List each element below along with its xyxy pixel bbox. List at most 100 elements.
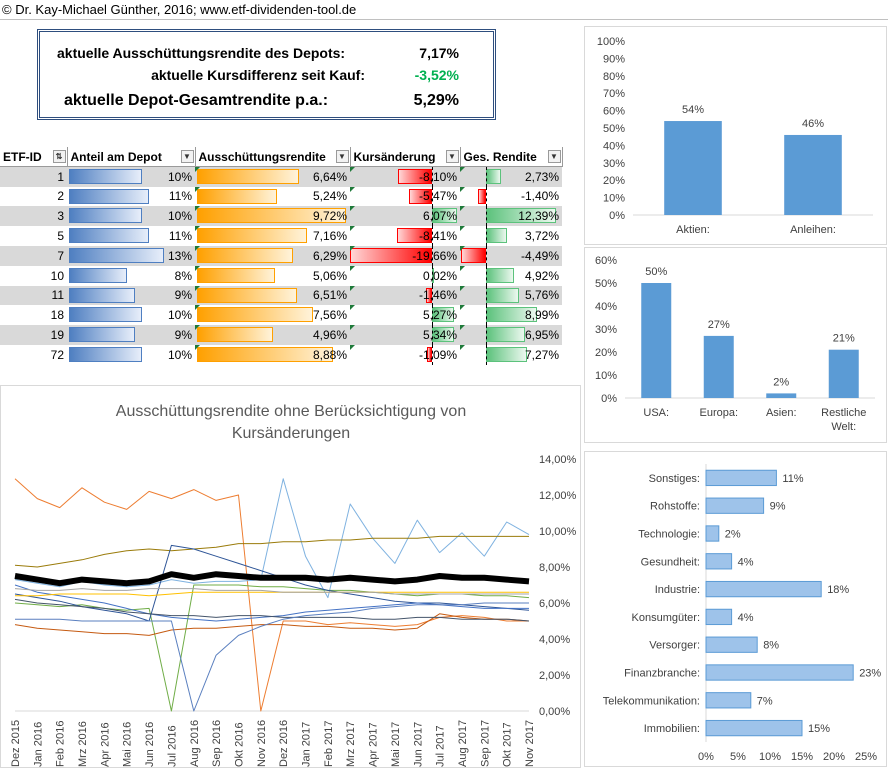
anteil-value: 10% xyxy=(167,308,192,323)
kurs-databar xyxy=(427,346,432,362)
kurs-value: -8,10% xyxy=(418,169,457,184)
kursaenderung-cell[interactable]: -8,41% xyxy=(350,226,460,247)
ges-rendite-cell[interactable]: -4,49% xyxy=(460,245,562,266)
divider xyxy=(0,19,888,20)
axis-line xyxy=(432,186,433,207)
etf-id-cell[interactable]: 10 xyxy=(0,266,67,286)
axis-line xyxy=(486,226,487,247)
bar xyxy=(705,664,854,681)
etf-id-cell[interactable]: 19 xyxy=(0,325,67,345)
anteil-cell[interactable]: 10% xyxy=(67,345,195,365)
y-tick-label: 12,00% xyxy=(539,490,577,502)
table-row[interactable]: 19 9% 4,96% 5,34% 6,95% xyxy=(0,325,562,346)
etf-id-cell[interactable]: 1 xyxy=(0,166,67,187)
filter-icon[interactable]: ▼ xyxy=(180,150,194,163)
x-tick-label: Apr 2017 xyxy=(368,722,380,767)
etf-id-cell[interactable]: 3 xyxy=(0,206,67,227)
kursdiff-value: -3,52% xyxy=(414,67,459,83)
data-label: 4% xyxy=(738,612,754,624)
ausschuettung-cell[interactable]: 7,16% xyxy=(195,226,350,246)
anteil-cell[interactable]: 8% xyxy=(67,266,195,286)
data-label: 2% xyxy=(773,376,789,388)
ausschuettung-cell[interactable]: 7,56% xyxy=(195,305,350,325)
kursaenderung-cell[interactable]: 0,02% xyxy=(350,265,460,286)
kursaenderung-cell[interactable]: -8,10% xyxy=(350,166,460,188)
dropdown-icon[interactable]: ▼ xyxy=(547,150,561,163)
ausschuettung-value: 6,64% xyxy=(312,169,347,184)
etf-id-cell[interactable]: 2 xyxy=(0,187,67,207)
category-label: Gesundheit: xyxy=(641,556,700,568)
table-row[interactable]: 2 11% 5,24% -5,47% -1,40% xyxy=(0,186,562,207)
series-line xyxy=(14,535,529,568)
table-row[interactable]: 18 10% 7,56% 5,27% 8,99% xyxy=(0,305,562,326)
table-row[interactable]: 10 8% 5,06% 0,02% 4,92% xyxy=(0,265,562,286)
kursaenderung-cell[interactable]: -19,66% xyxy=(350,245,460,266)
kursaenderung-cell[interactable]: 5,34% xyxy=(350,325,460,346)
ges-rendite-cell[interactable]: 8,99% xyxy=(460,305,562,326)
ausschuettung-cell[interactable]: 6,64% xyxy=(195,166,350,187)
kursaenderung-cell[interactable]: 6,07% xyxy=(350,206,460,227)
kurs-value: -8,41% xyxy=(418,229,457,244)
dropdown-icon[interactable]: ▼ xyxy=(445,150,459,163)
ges-rendite-cell[interactable]: 2,73% xyxy=(460,166,562,188)
ges-rendite-cell[interactable]: -1,40% xyxy=(460,186,562,207)
kursaenderung-cell[interactable]: -1,46% xyxy=(350,285,460,306)
ges-rendite-cell[interactable]: 6,95% xyxy=(460,325,562,346)
x-tick-label: Apr 2016 xyxy=(99,722,111,767)
table-row[interactable]: 72 10% 8,88% -1,09% 7,27% xyxy=(0,344,562,365)
ges-rendite-cell[interactable]: 3,72% xyxy=(460,226,562,247)
x-tick-label: Okt 2017 xyxy=(502,722,514,767)
sort-filter-icon[interactable]: ⇅ xyxy=(52,150,66,163)
ausschuettung-cell[interactable]: 6,29% xyxy=(195,245,350,266)
y-tick-label: 2,00% xyxy=(539,670,570,682)
y-tick-label: 0% xyxy=(601,393,617,405)
cell-flag-icon xyxy=(195,245,200,251)
etf-id-cell[interactable]: 72 xyxy=(0,345,67,365)
anteil-cell[interactable]: 9% xyxy=(67,285,195,306)
ges-databar xyxy=(478,188,486,204)
ges-rendite-cell[interactable]: 5,76% xyxy=(460,285,562,306)
anteil-cell[interactable]: 10% xyxy=(67,206,195,227)
kursaenderung-cell[interactable]: 5,27% xyxy=(350,305,460,326)
etf-id-cell[interactable]: 18 xyxy=(0,305,67,325)
ges-databar xyxy=(486,228,508,244)
x-tick-label: Jan 2017 xyxy=(301,722,313,767)
table-row[interactable]: 5 11% 7,16% -8,41% 3,72% xyxy=(0,226,562,247)
etf-id-cell[interactable]: 5 xyxy=(0,226,67,246)
etf-id-cell[interactable]: 7 xyxy=(0,245,67,266)
anteil-cell[interactable]: 10% xyxy=(67,166,195,187)
kursaenderung-cell[interactable]: -1,09% xyxy=(350,344,460,365)
ausschuettung-cell[interactable]: 9,72% xyxy=(195,206,350,227)
anteil-cell[interactable]: 10% xyxy=(67,305,195,325)
cell-flag-icon xyxy=(350,325,355,331)
table-row[interactable]: 11 9% 6,51% -1,46% 5,76% xyxy=(0,285,562,306)
anteil-cell[interactable]: 11% xyxy=(67,226,195,246)
anteil-cell[interactable]: 9% xyxy=(67,325,195,345)
ges-rendite-cell[interactable]: 4,92% xyxy=(460,265,562,286)
gesamt-label: aktuelle Depot-Gesamtrendite p.a.: xyxy=(64,92,329,109)
anteil-value: 10% xyxy=(167,169,192,184)
etf-id-cell[interactable]: 11 xyxy=(0,285,67,306)
dropdown-icon[interactable]: ▼ xyxy=(335,150,349,163)
cell-flag-icon xyxy=(460,344,465,350)
table-row[interactable]: 1 10% 6,64% -8,10% 2,73% xyxy=(0,166,562,188)
anteil-cell[interactable]: 13% xyxy=(67,245,195,266)
anteil-value: 11% xyxy=(168,189,192,204)
ges-value: -4,49% xyxy=(520,248,559,263)
table-row[interactable]: 3 10% 9,72% 6,07% 12,39% xyxy=(0,206,562,227)
ges-rendite-cell[interactable]: 7,27% xyxy=(460,344,562,365)
ausschuettung-cell[interactable]: 4,96% xyxy=(195,325,350,345)
ges-rendite-cell[interactable]: 12,39% xyxy=(460,206,562,227)
ges-value: 3,72% xyxy=(524,229,559,244)
kursaenderung-cell[interactable]: -5,47% xyxy=(350,186,460,207)
ausschuettung-cell[interactable]: 6,51% xyxy=(195,285,350,306)
axis-line xyxy=(486,186,487,207)
axis-line xyxy=(486,206,487,227)
ausschuettung-cell[interactable]: 5,24% xyxy=(195,186,350,207)
header-ausschuettung: Ausschüttungsrendite ▼ xyxy=(195,147,351,168)
anteil-cell[interactable]: 11% xyxy=(67,187,195,207)
ausschuettung-cell[interactable]: 8,88% xyxy=(195,344,350,365)
category-label: Aktien: xyxy=(676,224,710,236)
table-row[interactable]: 7 13% 6,29% -19,66% -4,49% xyxy=(0,245,562,266)
ausschuettung-cell[interactable]: 5,06% xyxy=(195,265,350,286)
